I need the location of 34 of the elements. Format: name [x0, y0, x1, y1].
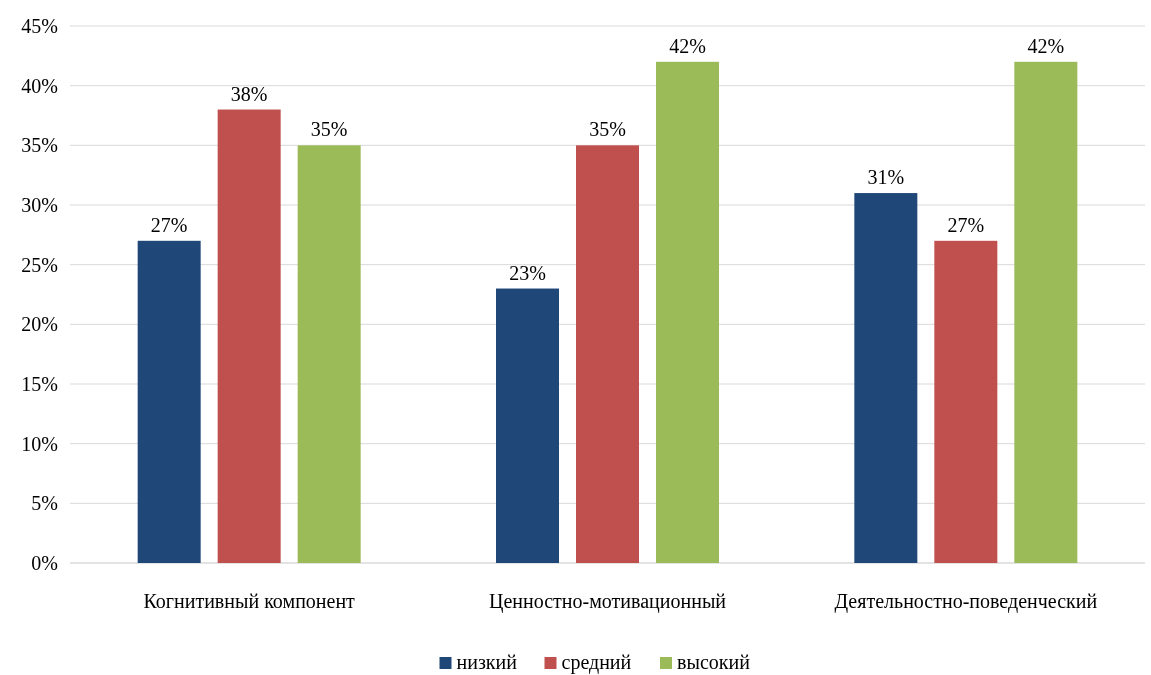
legend-label: средний — [561, 651, 632, 674]
data-label: 27% — [947, 213, 985, 236]
x-tick-label: Когнитивный компонент — [143, 590, 356, 612]
data-label: 38% — [230, 82, 268, 105]
legend-label: низкий — [456, 651, 518, 673]
y-tick-label: 5% — [31, 492, 58, 515]
bar — [656, 61, 719, 563]
bar — [1014, 61, 1078, 563]
bar — [137, 240, 201, 563]
y-tick-label: 0% — [31, 552, 58, 574]
data-label: 42% — [669, 34, 706, 57]
y-tick-label: 30% — [21, 194, 58, 216]
y-tick-label: 10% — [21, 432, 58, 455]
data-label: 35% — [589, 118, 626, 141]
data-label: 27% — [150, 213, 188, 236]
x-tick-label: Ценностно-мотивационный — [488, 590, 727, 613]
bar — [854, 193, 918, 563]
data-label: 42% — [1027, 34, 1065, 57]
bar — [217, 109, 281, 563]
bar — [297, 145, 361, 563]
y-tick-label: 40% — [21, 74, 58, 97]
y-tick-label: 20% — [21, 313, 58, 336]
bar — [576, 145, 639, 563]
bar — [496, 288, 559, 563]
data-label: 31% — [867, 166, 905, 189]
y-tick-label: 45% — [21, 15, 58, 37]
data-label: 23% — [509, 261, 546, 284]
y-tick-label: 15% — [21, 373, 58, 395]
data-label: 35% — [310, 118, 348, 141]
y-tick-label: 25% — [21, 253, 58, 276]
legend-label: высокий — [677, 651, 751, 673]
bar — [934, 240, 998, 563]
x-tick-label: Деятельностно-поведенческий — [834, 590, 1098, 613]
y-tick-label: 35% — [21, 134, 58, 157]
